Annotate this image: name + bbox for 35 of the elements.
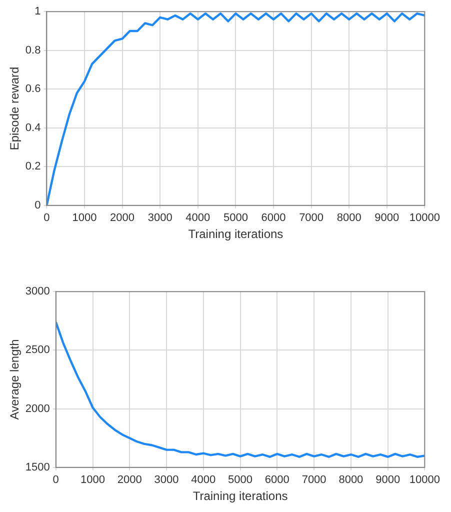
x-tick-label: 6000 [261, 212, 286, 224]
x-tick-label: 3000 [148, 212, 172, 224]
x-tick-label: 9000 [374, 212, 400, 224]
x-tick-label: 1000 [80, 474, 105, 486]
x-axis-title: Training iterations [188, 227, 284, 242]
x-tick-label: 6000 [264, 474, 290, 486]
x-tick-label: 2000 [117, 474, 142, 486]
y-tick-label: 0.4 [25, 122, 41, 134]
y-tick-label: 2500 [25, 344, 50, 356]
y-tick-label: 0.2 [25, 160, 41, 173]
x-axis-title: Training iterations [192, 489, 288, 504]
x-tick-label: 7000 [299, 212, 324, 224]
x-tick-label: 7000 [302, 474, 326, 486]
x-tick-label: 1000 [72, 212, 97, 224]
x-tick-label: 3000 [154, 474, 179, 486]
y-tick-label: 2000 [25, 402, 50, 415]
x-tick-label: 10000 [409, 212, 440, 224]
y-tick-label: 1500 [25, 461, 50, 474]
x-tick-label: 8000 [336, 212, 362, 224]
y-tick-label: 3000 [25, 286, 50, 298]
x-tick-label: 8000 [338, 474, 364, 486]
x-tick-label: 2000 [110, 212, 135, 224]
y-axis-title: Average length [8, 339, 22, 420]
x-tick-label: 0 [52, 474, 59, 486]
y-tick-label: 0.8 [25, 44, 41, 56]
y-tick-label: 1 [34, 6, 41, 18]
y-tick-label: 0.6 [25, 83, 41, 96]
y-axis-title: Episode reward [8, 66, 22, 150]
y-tick-label: 0 [34, 199, 41, 212]
x-tick-label: 4000 [186, 212, 210, 224]
x-tick-label: 9000 [376, 474, 400, 486]
x-tick-label: 5000 [223, 212, 248, 224]
x-tick-label: 4000 [191, 474, 216, 486]
x-tick-label: 10000 [409, 474, 440, 486]
x-tick-label: 5000 [228, 474, 253, 486]
